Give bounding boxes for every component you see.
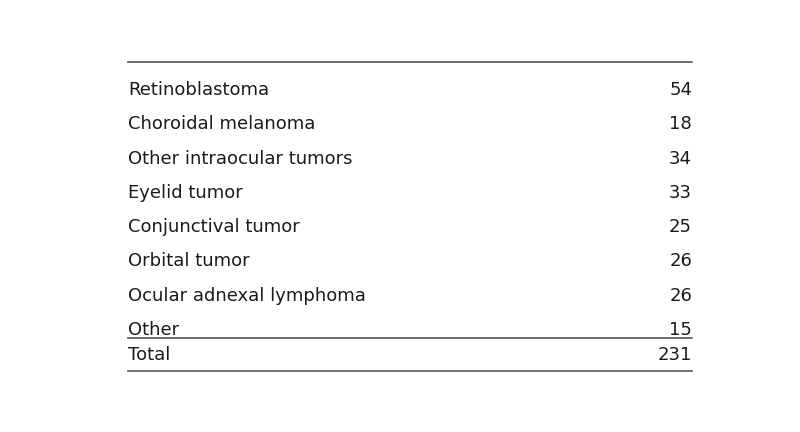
Text: 33: 33: [669, 184, 692, 202]
Text: Choroidal melanoma: Choroidal melanoma: [128, 115, 315, 133]
Text: 54: 54: [669, 81, 692, 99]
Text: 26: 26: [670, 252, 692, 270]
Text: 25: 25: [669, 218, 692, 236]
Text: Eyelid tumor: Eyelid tumor: [128, 184, 242, 202]
Text: 26: 26: [670, 287, 692, 305]
Text: Orbital tumor: Orbital tumor: [128, 252, 250, 270]
Text: Retinoblastoma: Retinoblastoma: [128, 81, 269, 99]
Text: Ocular adnexal lymphoma: Ocular adnexal lymphoma: [128, 287, 366, 305]
Text: 18: 18: [670, 115, 692, 133]
Text: Other: Other: [128, 321, 179, 339]
Text: 15: 15: [670, 321, 692, 339]
Text: 231: 231: [658, 346, 692, 364]
Text: 34: 34: [669, 149, 692, 168]
Text: Total: Total: [128, 346, 170, 364]
Text: Other intraocular tumors: Other intraocular tumors: [128, 149, 352, 168]
Text: Conjunctival tumor: Conjunctival tumor: [128, 218, 300, 236]
